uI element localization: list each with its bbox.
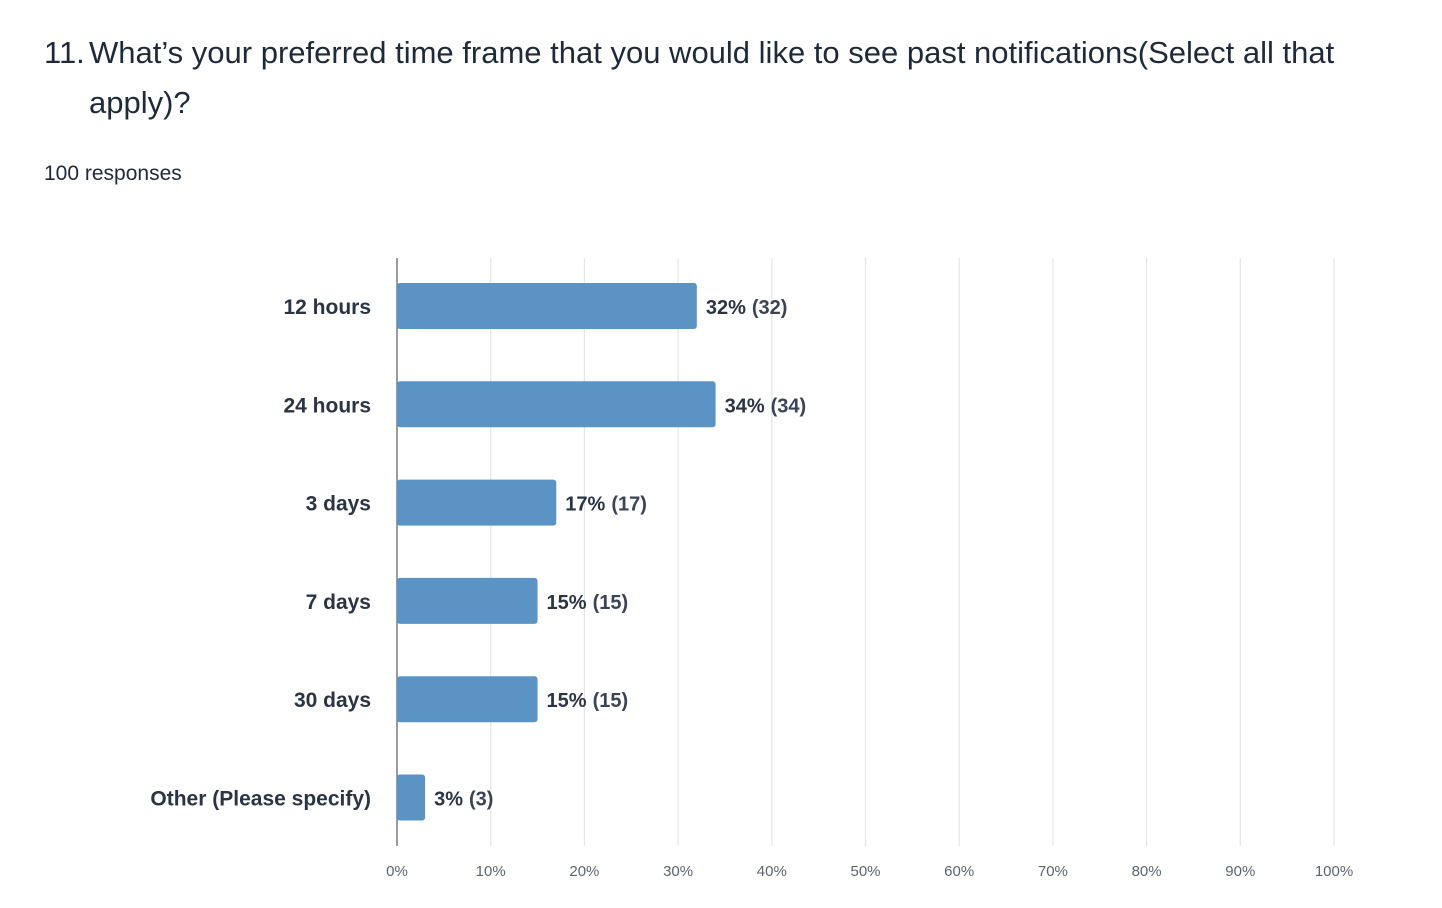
data-label-percent: 15% bbox=[547, 690, 587, 712]
category-label: 7 days bbox=[306, 591, 371, 614]
x-tick-label: 40% bbox=[757, 863, 787, 880]
data-label-count: (34) bbox=[771, 395, 807, 417]
x-tick-label: 80% bbox=[1132, 863, 1162, 880]
data-label-percent: 17% bbox=[565, 494, 605, 516]
x-tick-label: 60% bbox=[944, 863, 974, 880]
data-label-count: (17) bbox=[611, 494, 647, 516]
x-tick-label: 10% bbox=[476, 863, 506, 880]
category-label: 30 days bbox=[294, 689, 371, 712]
data-label-percent: 3% bbox=[434, 789, 463, 811]
bar bbox=[397, 577, 538, 624]
question-number: 11. bbox=[44, 35, 85, 70]
x-tick-label: 70% bbox=[1038, 863, 1068, 880]
data-label-count: (15) bbox=[593, 592, 629, 614]
x-tick-label: 20% bbox=[569, 863, 599, 880]
bar bbox=[397, 479, 557, 526]
data-label-percent: 15% bbox=[547, 592, 587, 614]
question-title: 11. What’s your preferred time frame tha… bbox=[44, 28, 1374, 128]
bar bbox=[397, 381, 716, 428]
x-tick-label: 90% bbox=[1225, 863, 1255, 880]
category-label: 24 hours bbox=[283, 394, 371, 417]
x-tick-label: 100% bbox=[1315, 863, 1353, 880]
bar bbox=[397, 774, 426, 821]
data-label: 15% (15) bbox=[547, 592, 629, 614]
data-label-percent: 34% bbox=[725, 395, 765, 417]
response-count: 100 responses bbox=[44, 162, 182, 185]
question-text: What’s your preferred time frame that yo… bbox=[89, 35, 1335, 120]
data-label: 3% (3) bbox=[434, 789, 493, 811]
x-tick-label: 30% bbox=[663, 863, 693, 880]
x-tick-label: 50% bbox=[850, 863, 880, 880]
data-label: 34% (34) bbox=[725, 395, 807, 417]
data-label: 32% (32) bbox=[706, 297, 788, 319]
data-label-count: (3) bbox=[469, 789, 493, 811]
data-label-percent: 32% bbox=[706, 297, 746, 319]
data-label: 15% (15) bbox=[547, 690, 629, 712]
category-label: Other (Please specify) bbox=[150, 788, 371, 811]
bar bbox=[397, 676, 538, 723]
category-label: 12 hours bbox=[283, 296, 371, 319]
category-label: 3 days bbox=[306, 493, 371, 516]
data-label-count: (15) bbox=[593, 690, 629, 712]
bar bbox=[397, 283, 697, 329]
data-label: 17% (17) bbox=[565, 494, 647, 516]
x-tick-label: 0% bbox=[386, 863, 408, 880]
data-label-count: (32) bbox=[752, 297, 788, 319]
